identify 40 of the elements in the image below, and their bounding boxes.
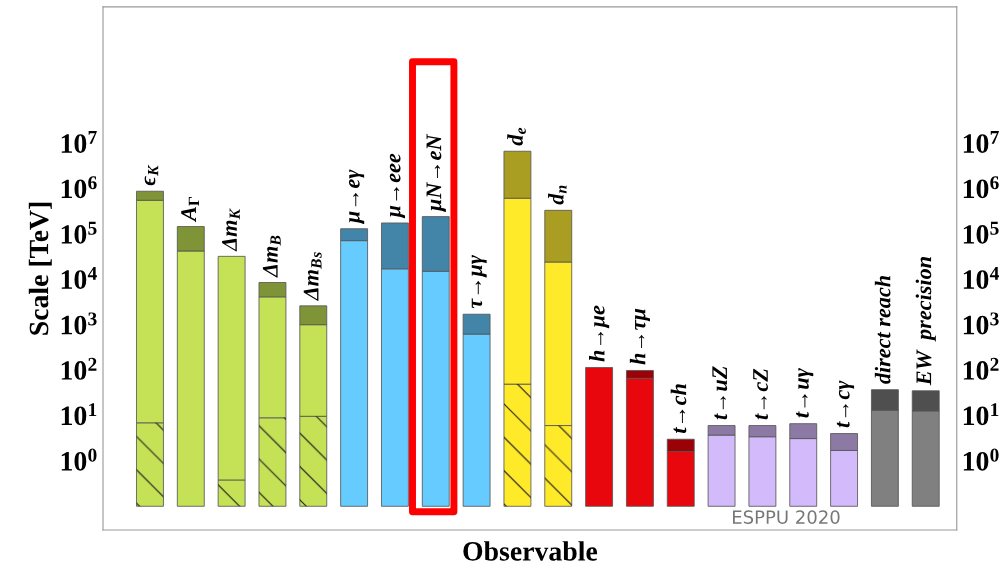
annotation: ESPPU 2020: [733, 510, 840, 524]
x-tick-label: EW precision: [915, 257, 936, 386]
text: 10$^{5}$: [61, 221, 97, 244]
text: 10$^{3}$: [61, 312, 97, 335]
y-tick-label: 10$^{3}$: [963, 312, 999, 335]
y-tick-label: 10$^{4}$: [963, 266, 999, 289]
y-tick-label: 10$^{2}$: [963, 357, 999, 380]
x-tick-label: Δm$_{Bs}$: [303, 252, 322, 302]
text: 10$^{1}$: [61, 403, 97, 426]
y-tick-label: 10$^{6}$: [963, 176, 999, 199]
x-tick-label: A$_{Γ}$: [181, 196, 199, 223]
x-tick-label: t→cγ: [836, 380, 855, 428]
y-tick-label: 10$^{1}$: [963, 403, 999, 426]
x-tick-label: t→cZ: [753, 368, 768, 420]
x-tick-label: τ→μγ: [471, 254, 487, 309]
x-tick-label: Δm$_{K}$: [222, 208, 240, 252]
x-tick-label: μN→eN: [426, 133, 446, 213]
text: 10$^{2}$: [61, 357, 97, 380]
x-tick-label: d$_{n}$: [548, 185, 567, 205]
y-tick-label: 10$^{7}$: [963, 131, 999, 153]
bar: [585, 367, 613, 507]
text: 10$^{4}$: [61, 266, 97, 289]
x-tick-label: direct reach: [874, 276, 891, 384]
x-tick-label: h→μe: [589, 305, 610, 362]
x-tick-label: Δm$_{B}$: [262, 235, 281, 278]
text: 10$^{6}$: [61, 176, 97, 199]
x-tick-label: μ→eee: [389, 153, 406, 219]
text: 10$^{0}$: [61, 448, 97, 471]
y-tick-label: 10$^{0}$: [963, 448, 999, 471]
x-tick-label: d$_{e}$: [507, 127, 526, 146]
x-tick-label: t→uγ: [796, 368, 814, 418]
text: 10$^{7}$: [61, 131, 97, 153]
x-tick-label: t→uZ: [712, 366, 728, 420]
x-tick-label: μ→eγ: [348, 169, 365, 225]
x-tick-label: t→ch: [670, 384, 687, 433]
y-tick-label: 10$^{5}$: [963, 221, 999, 244]
x-axis-title: Observable: [463, 541, 598, 561]
y-axis-title: Scale [TeV]: [28, 202, 52, 335]
x-tick-label: ϵ$_{K}$: [144, 164, 159, 186]
x-tick-label: h→τμ: [629, 308, 650, 365]
